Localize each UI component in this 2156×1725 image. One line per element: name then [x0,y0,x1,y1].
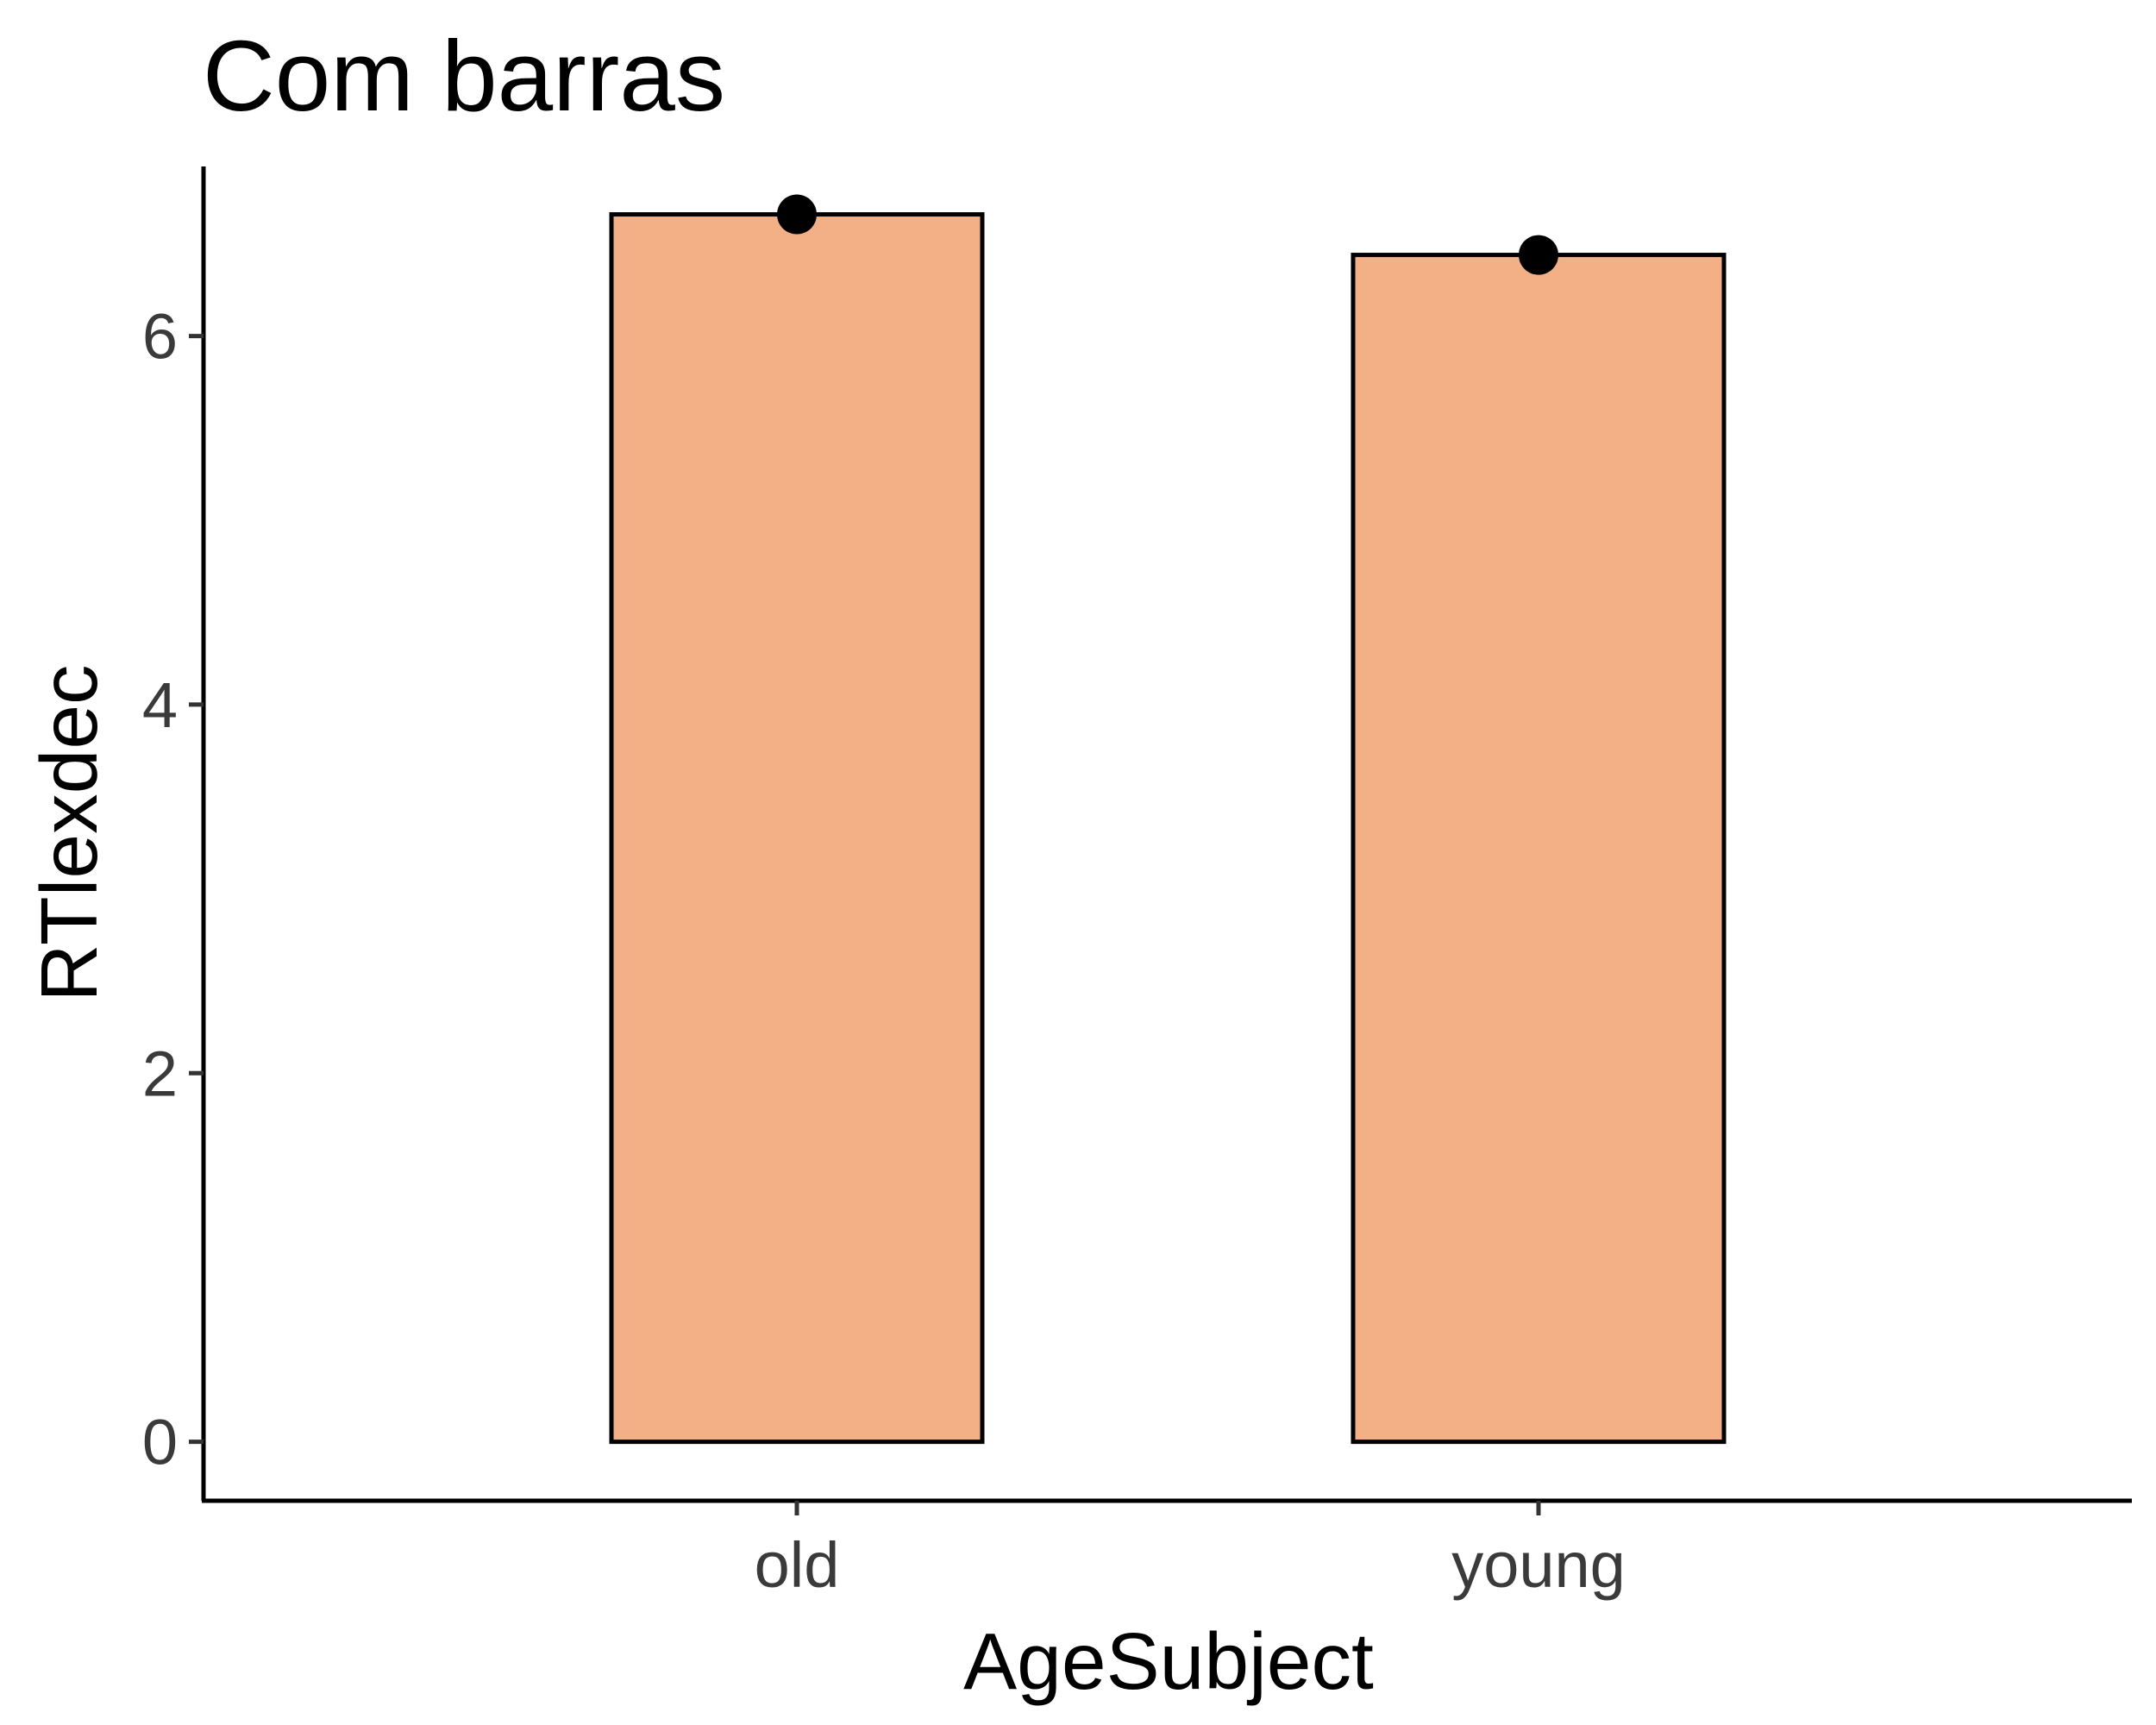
y-tick-label: 0 [142,1407,178,1478]
y-tick-label: 4 [142,669,178,741]
x-axis-title: AgeSubject [963,1616,1374,1706]
bars-layer [609,212,1727,1445]
y-axis-title: RTlexdec [24,664,114,1001]
chart-title: Com barras [203,20,725,132]
x-tick-label: young [1451,1529,1626,1601]
y-tick-label: 2 [142,1038,178,1109]
x-ticks: old young [755,1501,1626,1601]
y-ticks: 0 2 4 6 [142,301,204,1478]
x-tick-label: old [755,1529,840,1601]
bar-old [609,212,985,1445]
y-tick-label: 6 [142,301,178,373]
points-layer [777,194,1558,275]
point-old [777,194,817,235]
bar-young [1351,253,1727,1445]
point-young [1519,235,1558,275]
